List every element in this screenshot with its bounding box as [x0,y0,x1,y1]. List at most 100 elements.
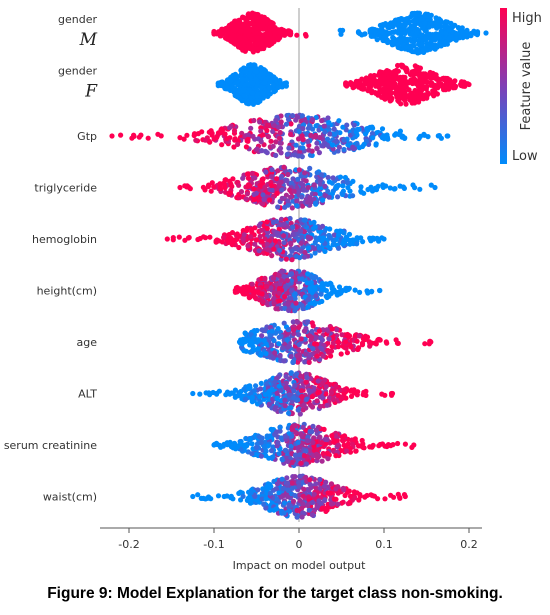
shap-dot [365,186,371,193]
shap-dot [288,405,294,411]
shap-dot [403,68,409,74]
shap-dot [456,25,462,31]
shap-dot [252,175,258,181]
shap-dot [305,502,311,508]
shap-dot [223,25,229,32]
shap-dot [283,447,289,453]
shap-dot [309,404,316,410]
shap-dot [250,80,256,86]
shap-dot [324,402,330,408]
shap-dot [219,142,225,148]
shap-dot [211,442,217,448]
shap-dot [277,298,283,304]
shap-dot [219,239,225,245]
shap-dot [256,223,262,229]
shap-dot [324,327,330,333]
shap-dot [232,86,238,92]
shap-dot [281,320,287,326]
shap-dot [259,238,265,244]
shap-dot [278,119,284,125]
feature-label: age [77,336,98,349]
shap-dot [241,87,247,94]
shap-dot [293,245,299,251]
shap-dot [335,344,341,350]
feature-sublabel: F [84,82,98,102]
shap-dot [305,199,311,205]
shap-dot [344,180,351,186]
shap-dot [276,334,282,340]
shap-dot [391,29,397,35]
shap-dot [298,173,304,179]
shap-dot [292,474,298,480]
shap-dot [346,488,352,494]
shap-dot [228,182,234,188]
shap-dot [348,393,355,399]
shap-dot [297,255,303,261]
shap-dot [343,448,350,454]
shap-dot [303,351,309,357]
shap-dot [302,31,309,38]
shap-dot [267,482,273,488]
shap-dot [352,495,358,501]
shap-dot [402,135,408,141]
colorbar-high-label: High [512,11,542,26]
shap-dot [275,37,281,43]
shap-dot [279,195,285,201]
shap-dot [272,379,278,385]
shap-dot [238,28,244,35]
shap-dot [276,290,282,296]
shap-dot [264,241,270,247]
shap-dot [278,113,284,119]
shap-dot [247,183,253,189]
shap-dot [325,349,331,355]
shap-dot [259,177,265,184]
shap-dot [390,71,396,77]
shap-dot [312,334,318,340]
x-tick-label: 0.2 [460,538,478,551]
shap-dot [202,187,208,193]
shap-dot [281,221,287,227]
shap-dot [309,394,315,400]
shap-dot [430,31,436,38]
shap-dot [353,448,359,454]
shap-dot [382,33,388,39]
shap-dot [327,280,333,286]
shap-dot [358,235,364,241]
shap-dot [466,81,472,88]
shap-dot [218,31,224,37]
shap-dot [177,184,183,191]
shap-dot [299,154,305,160]
shap-dot [215,493,222,499]
shap-dot [312,224,318,230]
shap-dot [232,238,238,244]
shap-dot [297,497,303,504]
shap-dot [303,448,309,454]
shap-dot [315,236,321,242]
shap-dot [332,131,338,137]
shap-dot [181,136,187,142]
shap-dot [238,189,245,195]
shap-dot [271,123,277,129]
shap-dot [240,236,246,242]
shap-dot [278,150,284,156]
shap-dot [281,240,287,246]
shap-dot [284,151,290,157]
shap-dot [315,378,321,384]
feature-label: ALT [78,388,97,401]
shap-dot [336,284,343,290]
shap-dot [294,319,300,325]
shap-dot [258,84,264,90]
shap-dot [263,351,269,357]
shap-dot [292,383,298,389]
shap-dot [303,178,309,184]
shap-dot [320,285,326,291]
shap-dot [351,84,357,90]
shap-dot [414,11,420,17]
shap-dot [387,76,393,82]
shap-dot [277,77,283,84]
shap-dot [437,40,443,46]
shap-dot [239,130,245,136]
shap-dot [402,441,408,447]
feature-label: hemoglobin [32,233,97,246]
shap-dot [444,19,451,25]
